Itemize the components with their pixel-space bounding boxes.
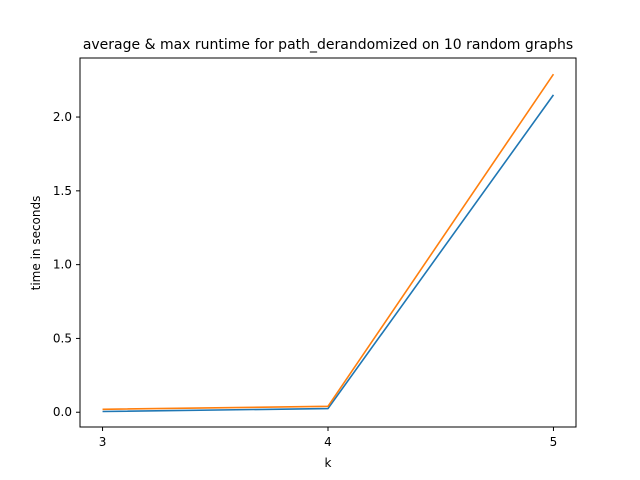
series-line-1 [102, 94, 555, 413]
series-line-2 [102, 73, 555, 411]
plot-frame [79, 57, 577, 428]
x-tick-label: 4 [324, 435, 332, 449]
y-tick-label: 0.5 [53, 331, 72, 345]
x-axis-label: k [325, 456, 332, 470]
y-tick-label: 1.5 [53, 184, 72, 198]
y-tick-label: 1.0 [53, 258, 72, 272]
series-lines [102, 73, 555, 413]
chart-title: average & max runtime for path_derandomi… [83, 37, 573, 53]
x-tick-label: 3 [99, 435, 107, 449]
x-axis-ticks: 3 4 5 [99, 427, 558, 449]
x-tick-label: 5 [550, 435, 558, 449]
y-tick-label: 0.0 [53, 405, 72, 419]
y-axis-ticks: 0.0 0.5 1.0 1.5 2.0 [53, 110, 80, 419]
y-axis-label: time in seconds [29, 196, 43, 291]
y-tick-label: 2.0 [53, 110, 72, 124]
